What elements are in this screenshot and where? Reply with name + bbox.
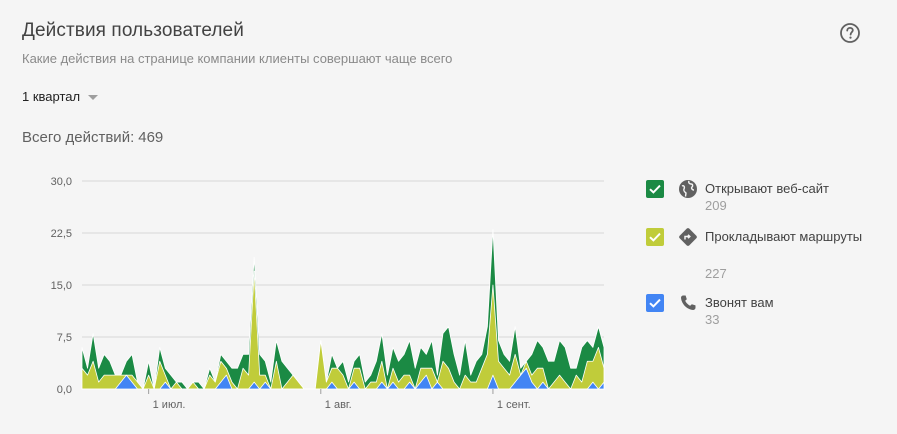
- calls-checkbox[interactable]: [646, 294, 664, 312]
- legend-directions-count: 227: [705, 266, 727, 281]
- area-series-2: [81, 229, 605, 390]
- chevron-down-icon: [88, 94, 99, 100]
- area-series-0: [81, 367, 605, 390]
- y-tick-label: 0,0: [57, 384, 72, 396]
- total-actions-value: 469: [138, 129, 164, 146]
- directions-checkbox[interactable]: [646, 228, 664, 246]
- period-dropdown-value: 1 квартал: [22, 89, 81, 104]
- y-tick-label: 30,0: [51, 176, 72, 188]
- phone-icon: [677, 292, 699, 314]
- y-tick-label: 15,0: [51, 280, 72, 292]
- legend-website-name: Открывают веб-сайт: [705, 181, 829, 196]
- page-subtitle: Какие действия на странице компании клие…: [22, 51, 453, 66]
- legend-website-count: 209: [705, 198, 727, 213]
- page-title: Действия пользователей: [22, 20, 244, 41]
- x-tick-label: 1 июл.: [153, 399, 186, 411]
- area-series-1: [81, 270, 605, 390]
- y-tick-label: 7,5: [57, 332, 72, 344]
- legend-directions-name: Прокладывают маршруты: [705, 229, 863, 244]
- y-tick-label: 22,5: [51, 228, 72, 240]
- globe-icon: [677, 178, 699, 200]
- total-actions-label: Всего действий:: [22, 129, 135, 146]
- total-actions: Всего действий: 469: [22, 129, 163, 146]
- legend-calls-count: 33: [705, 312, 720, 327]
- period-dropdown[interactable]: 1 квартал: [22, 89, 99, 104]
- website-checkbox[interactable]: [646, 180, 664, 198]
- directions-icon: [677, 226, 699, 248]
- legend-calls-name: Звонят вам: [705, 295, 774, 310]
- x-tick-label: 1 сент.: [497, 399, 531, 411]
- help-icon[interactable]: [839, 22, 861, 44]
- x-tick-label: 1 авг.: [325, 399, 352, 411]
- actions-area-chart: 30,0 22,5 15,0 7,5 0,0 1 июл. 1 авг. 1 сент.: [51, 176, 605, 411]
